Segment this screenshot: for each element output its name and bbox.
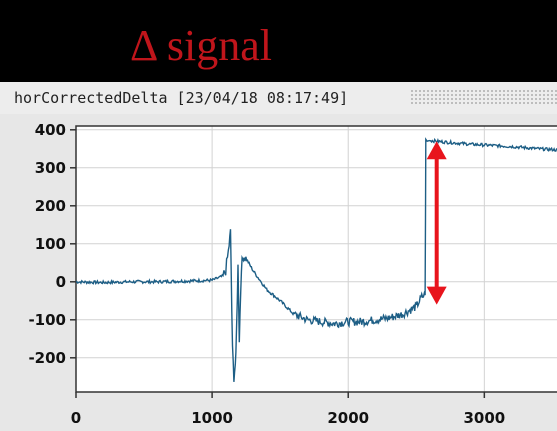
y-tick-label: 100 (35, 235, 66, 253)
y-tick-label: 300 (35, 159, 66, 177)
delta-arrow-head-top (426, 141, 447, 160)
x-tick-label: 1000 (191, 409, 233, 427)
plot-area (75, 125, 557, 393)
annotation-layer (426, 141, 447, 305)
plot-background (76, 126, 557, 392)
y-tick-label: 400 (35, 121, 66, 139)
delta-arrow-head-bottom (426, 286, 447, 305)
chart-window: horCorrectedDelta [23/04/18 08:17:49] 40… (0, 82, 557, 431)
y-tick-label: 0 (56, 273, 66, 291)
data-layer (75, 137, 557, 382)
series-line (75, 137, 557, 382)
slide-title: Δ signal (130, 21, 272, 70)
window-title: horCorrectedDelta [23/04/18 08:17:49] (14, 89, 349, 107)
grid-layer (75, 126, 557, 392)
x-tick-label: 3000 (463, 409, 505, 427)
x-tick-label: 2000 (327, 409, 369, 427)
x-tick-label: 0 (71, 409, 81, 427)
y-tick-label: 200 (35, 197, 66, 215)
window-titlebar[interactable]: horCorrectedDelta [23/04/18 08:17:49] (0, 82, 557, 114)
y-tick-label: -100 (28, 311, 66, 329)
y-tick-label: -200 (28, 349, 66, 367)
titlebar-grip[interactable] (410, 89, 557, 105)
